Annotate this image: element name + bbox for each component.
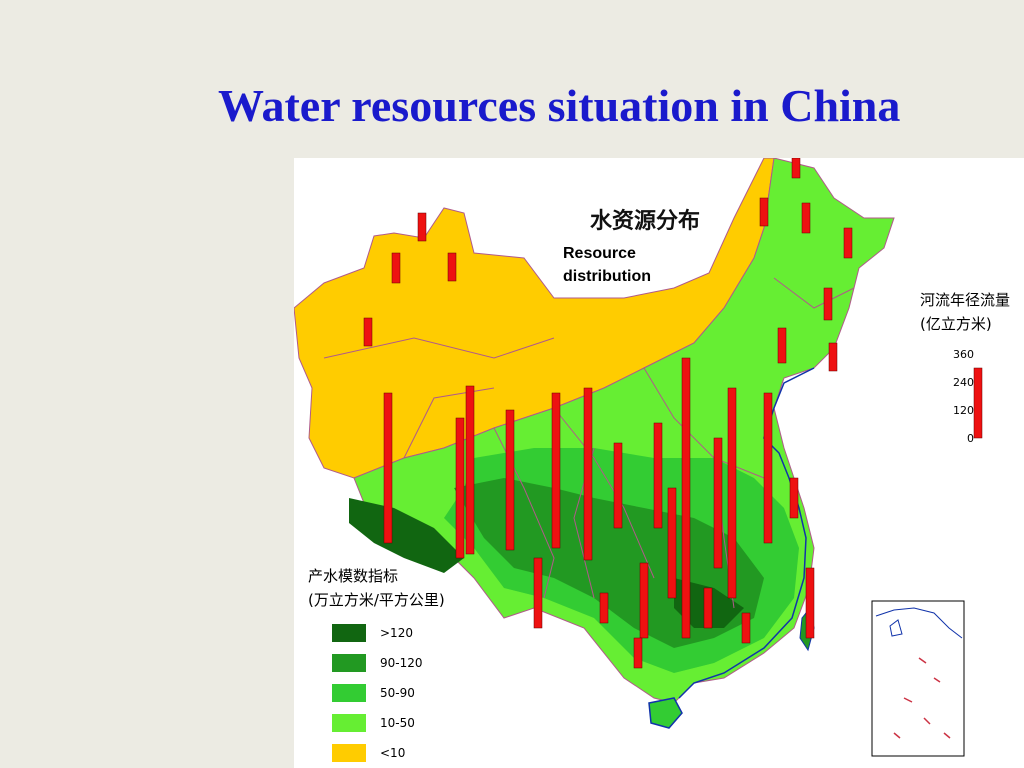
slide-title: Water resources situation in China	[218, 80, 901, 131]
legend-swatch	[332, 624, 366, 642]
map-graphic	[294, 158, 983, 757]
water-index-legend: 产水模数指标 (万立方米/平方公里) >120 90-120 50-90 10-…	[308, 564, 445, 762]
flow-tick-label: 0	[967, 432, 974, 445]
flow-tick-label: 360	[953, 348, 974, 361]
legend-label: 90-120	[380, 656, 423, 670]
flow-legend-title-line2: (亿立方米)	[920, 315, 992, 333]
map-title-cn: 水资源分布	[590, 208, 701, 234]
south-china-sea-inset	[871, 600, 965, 757]
legend-label: <10	[380, 746, 406, 760]
water-index-legend-title-line1: 产水模数指标	[308, 567, 399, 585]
legend-label: 50-90	[380, 686, 415, 700]
flow-legend-title-line1: 河流年径流量	[920, 291, 1011, 309]
water-resources-map: 水资源分布 Resource distribution 河流年径流量 (亿立方米…	[294, 158, 1024, 768]
flow-legend-title: 河流年径流量 (亿立方米)	[920, 288, 1010, 336]
runoff-bars	[363, 158, 853, 669]
map-subtitle: Resource distribution	[563, 245, 651, 285]
legend-swatch	[332, 684, 366, 702]
dark-green-region	[349, 498, 464, 573]
flow-legend-bar	[973, 367, 983, 439]
legend-swatch	[332, 654, 366, 672]
legend-label: >120	[380, 626, 413, 640]
flow-tick-label: 240	[953, 376, 974, 389]
legend-label: 10-50	[380, 716, 415, 730]
water-index-legend-title-line2: (万立方米/平方公里)	[308, 591, 445, 609]
flow-tick-label: 120	[953, 404, 974, 417]
coastline	[678, 367, 815, 699]
legend-swatch	[332, 744, 366, 762]
legend-swatch	[332, 714, 366, 732]
hainan-island	[648, 697, 683, 729]
